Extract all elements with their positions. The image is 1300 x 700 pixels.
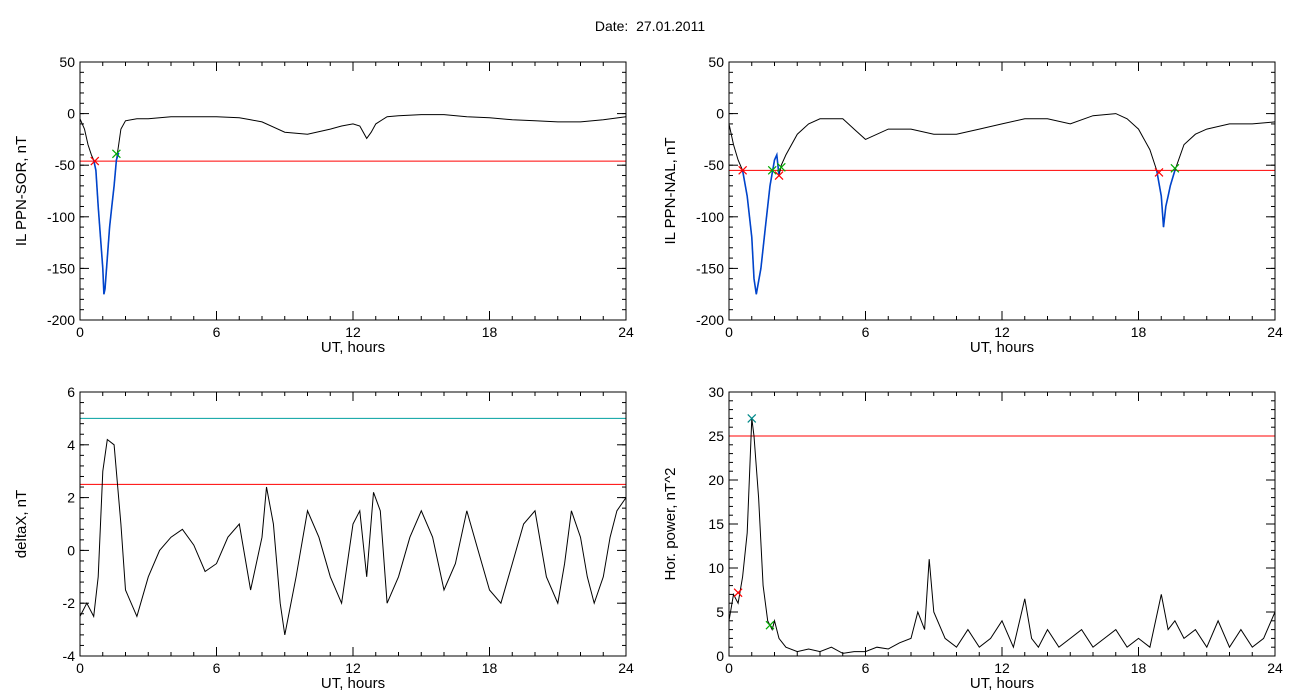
series-line: [741, 151, 780, 295]
y-tick-label: 0: [67, 542, 75, 558]
series-line: [729, 418, 1275, 654]
x-tick-label: 12: [345, 660, 361, 676]
y-tick-label: 2: [67, 490, 75, 506]
x-tick-label: 12: [994, 324, 1010, 340]
y-tick-label: 15: [708, 516, 724, 532]
x-tick-label: 24: [618, 660, 634, 676]
y-tick-label: 6: [67, 384, 75, 400]
series-line: [1155, 170, 1176, 228]
y-tick-label: 0: [716, 648, 724, 664]
x-tick-label: 12: [345, 324, 361, 340]
chart-panel-2: 0 6 12 18 24 -200 -150 -100 -50 0 50 UT, hours IL PP…: [662, 54, 1283, 356]
event-marker: [765, 620, 775, 630]
series-line: [729, 113, 1275, 295]
y-tick-label: -2: [63, 595, 76, 611]
x-axis-label: UT, hours: [970, 339, 1034, 356]
x-axis-label: UT, hours: [321, 675, 385, 692]
y-tick-label: 10: [708, 560, 724, 576]
y-tick-label: 25: [708, 428, 724, 444]
event-marker: [733, 588, 743, 598]
series-line: [80, 114, 626, 295]
plot-frame: [728, 61, 1276, 321]
x-tick-label: 6: [213, 324, 221, 340]
x-axis-label: UT, hours: [321, 339, 385, 356]
chart-panel-4: 0 6 12 18 24 0 5 10 15 20 25 30 UT, hours Hor. power,…: [662, 384, 1283, 692]
y-tick-label: 5: [716, 604, 724, 620]
y-tick-label: 50: [59, 54, 75, 70]
page-title: Date: 27.01.2011: [594, 18, 706, 34]
x-tick-label: 12: [994, 660, 1010, 676]
y-tick-label: 30: [708, 384, 724, 400]
plot-frame: [728, 391, 1276, 657]
x-tick-label: 6: [862, 660, 870, 676]
event-marker: [776, 162, 786, 172]
plot-frame: [79, 391, 627, 657]
y-tick-label: 50: [708, 54, 724, 70]
series-line: [92, 152, 120, 295]
y-tick-label: -150: [47, 260, 75, 276]
x-tick-label: 24: [1267, 324, 1283, 340]
y-tick-label: -50: [55, 157, 75, 173]
event-marker: [738, 165, 748, 175]
y-tick-label: -4: [63, 648, 76, 664]
plot-frame: [79, 61, 627, 321]
x-tick-label: 18: [1131, 324, 1147, 340]
event-marker: [774, 171, 784, 180]
y-tick-label: 0: [716, 106, 724, 122]
chart-panel-1: 0 6 12 18 24 -200 -150 -100 -50 0 50 UT, hours IL PP…: [13, 54, 634, 356]
y-tick-label: 0: [67, 106, 75, 122]
x-tick-label: 6: [862, 324, 870, 340]
y-tick-label: -200: [47, 312, 75, 328]
y-axis-label: deltaX, nT: [13, 490, 30, 558]
event-marker: [767, 165, 777, 175]
x-tick-label: 18: [482, 660, 498, 676]
x-tick-label: 0: [725, 324, 733, 340]
x-tick-label: 24: [1267, 660, 1283, 676]
x-tick-label: 18: [482, 324, 498, 340]
x-tick-label: 6: [213, 660, 221, 676]
series-line: [80, 438, 626, 635]
event-marker: [1154, 167, 1164, 177]
x-tick-label: 18: [1131, 660, 1147, 676]
event-marker: [1170, 163, 1180, 173]
x-tick-label: 0: [725, 660, 733, 676]
x-tick-label: 0: [76, 324, 84, 340]
y-tick-label: -100: [47, 209, 75, 225]
y-tick-label: 4: [67, 437, 75, 453]
y-tick-label: -50: [704, 157, 724, 173]
event-marker: [747, 413, 757, 423]
y-tick-label: 20: [708, 472, 724, 488]
y-axis-label: IL PPN-NAL, nT: [662, 138, 679, 245]
x-tick-label: 24: [618, 324, 634, 340]
y-axis-label: Hor. power, nT^2: [662, 468, 679, 581]
y-tick-label: -100: [696, 209, 724, 225]
x-axis-label: UT, hours: [970, 675, 1034, 692]
y-axis-label: IL PPN-SOR, nT: [13, 136, 30, 246]
x-tick-label: 0: [76, 660, 84, 676]
y-tick-label: -200: [696, 312, 724, 328]
y-tick-label: -150: [696, 260, 724, 276]
event-marker: [111, 149, 121, 159]
event-marker: [90, 156, 100, 166]
